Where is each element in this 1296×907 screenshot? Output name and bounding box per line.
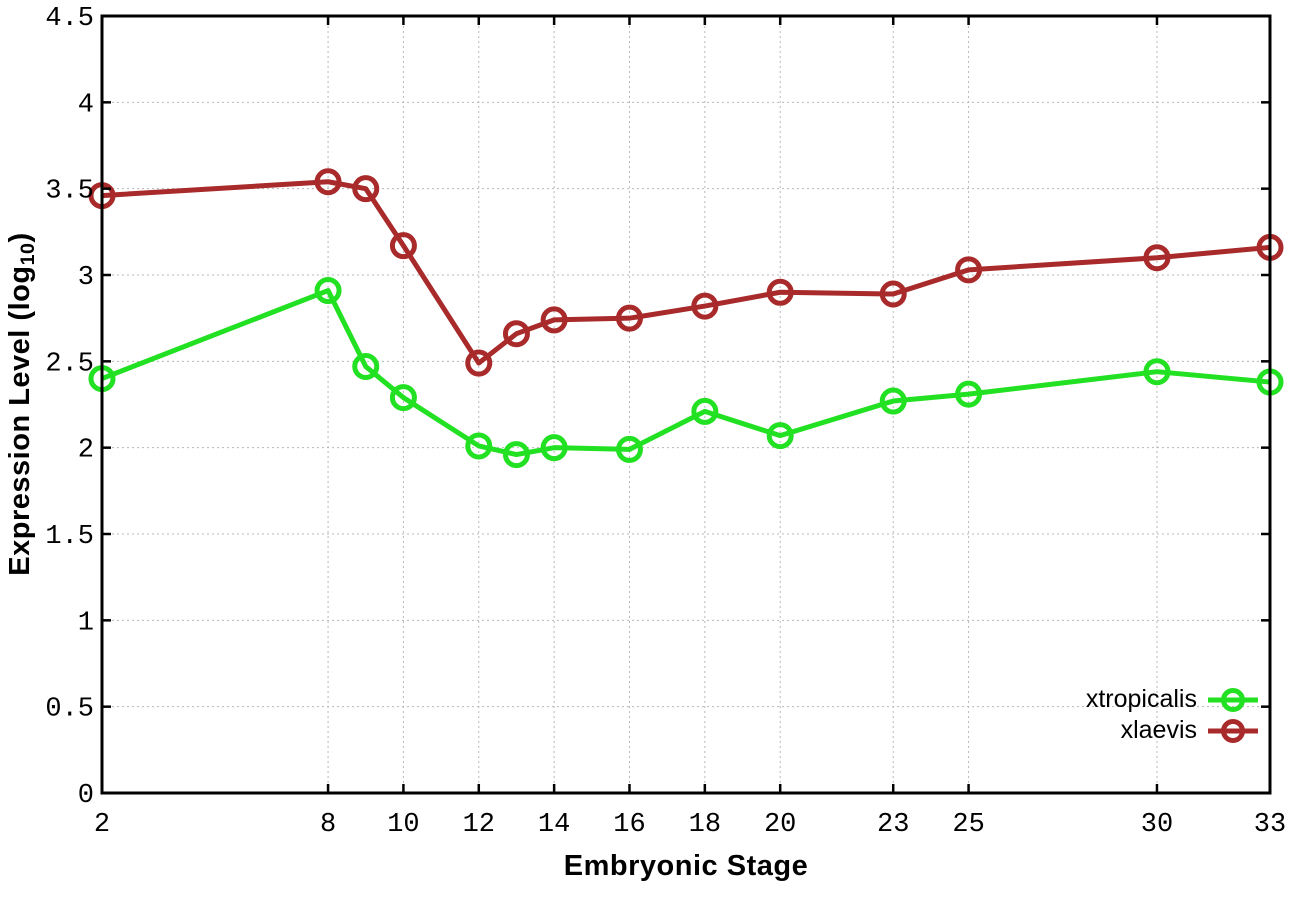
data-point-xtropicalis-18	[691, 397, 719, 425]
data-point-xlaevis-13	[502, 320, 530, 348]
series-line-xtropicalis	[101, 288, 1271, 458]
x-tick-label-14: 14	[538, 810, 570, 840]
x-tick-label-20: 20	[764, 810, 796, 840]
x-tick-label-2: 2	[94, 810, 110, 840]
data-point-xlaevis-8	[314, 168, 342, 196]
x-axis-title: Embryonic Stage	[563, 850, 809, 882]
x-tick-label-18: 18	[689, 810, 721, 840]
y-tick-label-3: 3	[78, 263, 94, 293]
data-point-xlaevis-12	[465, 349, 493, 377]
legend-label-xtropicalis: xtropicalis	[1085, 685, 1197, 713]
data-point-xlaevis-20	[766, 278, 794, 306]
series-line-xlaevis	[101, 179, 1271, 366]
y-tick-label-0.5: 0.5	[45, 695, 94, 725]
y-tick-label-3.5: 3.5	[45, 177, 94, 207]
data-point-xlaevis-16	[615, 304, 643, 332]
data-point-xtropicalis-8	[314, 277, 342, 305]
data-point-xlaevis-23	[879, 280, 907, 308]
legend-item-xtropicalis: xtropicalis	[1086, 684, 1260, 715]
data-point-xtropicalis-16	[615, 435, 643, 463]
y-axis-title: Expression Level (log10)	[2, 0, 39, 808]
legend-item-xlaevis: xlaevis	[1086, 715, 1260, 746]
y-tick-label-1.5: 1.5	[45, 522, 94, 552]
legend-line-sample-icon	[1208, 718, 1258, 743]
x-tick-label-12: 12	[463, 810, 495, 840]
data-point-xtropicalis-13	[502, 441, 530, 469]
y-axis-title-text: Expression Level (log	[4, 265, 36, 576]
data-point-xtropicalis-25	[955, 380, 983, 408]
plot-border	[100, 14, 1272, 795]
legend-label-xlaevis: xlaevis	[1120, 716, 1197, 744]
data-point-xlaevis-25	[955, 256, 983, 284]
y-tick-label-2: 2	[78, 436, 94, 466]
y-tick-label-4.5: 4.5	[45, 4, 94, 34]
x-tick-label-33: 33	[1254, 810, 1286, 840]
data-point-xlaevis-30	[1143, 244, 1171, 272]
data-point-xtropicalis-20	[766, 422, 794, 450]
data-point-xtropicalis-9	[352, 353, 380, 381]
y-tick-label-1: 1	[78, 608, 94, 638]
y-tick-label-0: 0	[78, 781, 94, 811]
legend-line-sample-icon	[1208, 687, 1258, 712]
data-point-xtropicalis-23	[879, 387, 907, 415]
data-point-xtropicalis-10	[389, 384, 417, 412]
y-tick-label-2.5: 2.5	[45, 349, 94, 379]
x-tick-label-10: 10	[387, 810, 419, 840]
legend: xtropicalis xlaevis	[1086, 684, 1260, 746]
data-point-xlaevis-14	[540, 306, 568, 334]
data-point-xtropicalis-12	[465, 432, 493, 460]
y-axis-title-subscript: 10	[16, 242, 39, 266]
data-point-xlaevis-18	[691, 292, 719, 320]
x-tick-label-16: 16	[613, 810, 645, 840]
x-tick-label-8: 8	[320, 810, 336, 840]
y-tick-label-4: 4	[78, 90, 94, 120]
data-point-xlaevis-9	[352, 175, 380, 203]
data-point-xtropicalis-14	[540, 434, 568, 462]
x-tick-label-23: 23	[877, 810, 909, 840]
x-tick-label-30: 30	[1141, 810, 1173, 840]
y-axis-title-close: )	[4, 232, 36, 243]
data-point-xtropicalis-30	[1143, 358, 1171, 386]
x-tick-label-25: 25	[952, 810, 984, 840]
data-point-xlaevis-10	[389, 232, 417, 260]
